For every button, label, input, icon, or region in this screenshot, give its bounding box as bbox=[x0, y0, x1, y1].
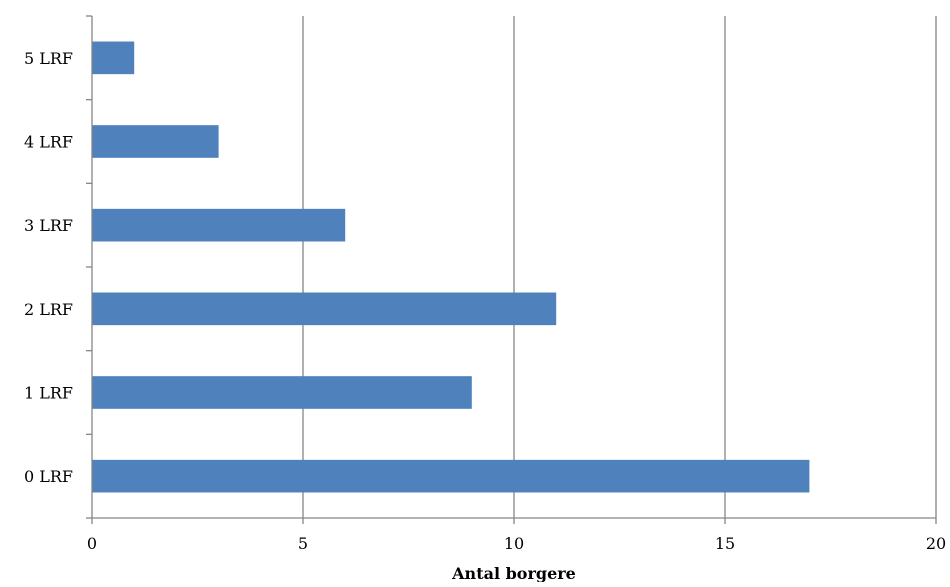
bar bbox=[92, 208, 346, 242]
x-tick-label: 10 bbox=[504, 534, 524, 553]
bar bbox=[92, 41, 135, 75]
x-axis-title: Antal borgere bbox=[451, 564, 576, 582]
y-tick-label: 1 LRF bbox=[24, 384, 73, 403]
y-tick-label: 5 LRF bbox=[24, 49, 73, 68]
bar bbox=[92, 459, 810, 493]
y-tick-label: 0 LRF bbox=[24, 467, 73, 486]
x-tick-label: 5 bbox=[298, 534, 308, 553]
bar bbox=[92, 376, 472, 409]
y-tick-label: 3 LRF bbox=[24, 216, 73, 235]
bars bbox=[92, 41, 810, 493]
axes bbox=[86, 15, 937, 524]
x-tick-label: 15 bbox=[715, 534, 735, 553]
y-tick-label: 4 LRF bbox=[24, 133, 73, 152]
bar bbox=[92, 125, 219, 158]
bar bbox=[92, 292, 557, 326]
gridlines bbox=[302, 16, 937, 518]
x-tick-label: 0 bbox=[87, 534, 97, 553]
y-tick-label: 2 LRF bbox=[24, 300, 73, 319]
x-tick-label: 20 bbox=[926, 534, 946, 553]
tick-labels: 0 5 10 15 20 0 LRF 1 LRF 2 LRF 3 LRF 4 LRF 5 LRF bbox=[24, 49, 946, 553]
